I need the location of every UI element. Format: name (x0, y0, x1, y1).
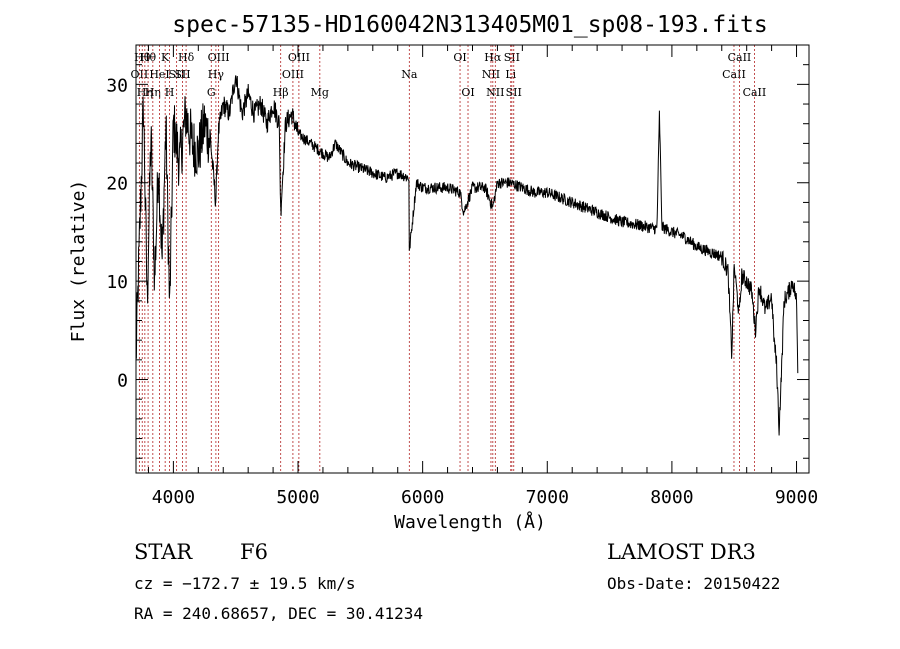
spectral-line-label: Hδ (178, 51, 195, 64)
survey-name: LAMOST DR3 (607, 540, 756, 564)
spectral-line-label: Hη (145, 86, 161, 99)
spectral-line-label: NII (486, 86, 504, 99)
spectral-line-label: Mg (311, 86, 329, 99)
redshift-value: cz = −172.7 ± 19.5 km/s (134, 574, 356, 593)
y-tick-label: 30 (106, 75, 128, 96)
spectral-line-label: K (161, 51, 170, 64)
y-tick-label: 20 (106, 174, 128, 195)
x-tick-label: 6000 (401, 487, 444, 508)
y-tick-label: 0 (117, 371, 128, 392)
spectral-line-label: Hβ (273, 86, 289, 99)
spectral-line-label: Hα (484, 51, 502, 64)
obs-date: Obs-Date: 20150422 (607, 574, 781, 593)
spectral-line-label: Hθ (140, 51, 157, 64)
spectral-line-label: Hγ (208, 68, 225, 81)
spectral-line-label: OIII (288, 51, 310, 64)
plot-frame (135, 44, 810, 474)
spectral-line-label: OI (461, 86, 474, 99)
spectral-line-label: Hθ (134, 51, 151, 64)
spectral-line-label: HeI (149, 68, 169, 81)
spectral-line-label: OII (131, 68, 149, 81)
spectral-line-label: CaII (728, 51, 752, 64)
x-tick-label: 5000 (276, 487, 319, 508)
x-tick-label: 7000 (526, 487, 569, 508)
spectral-line-label: CaII (722, 68, 746, 81)
spectrum-line (135, 75, 799, 436)
spectral-line-label: Li (505, 68, 516, 81)
spectral-line-label: OIII (282, 68, 304, 81)
plot-axes: 4000 5000 6000 7000 8000 9000 0 10 20 30 (106, 44, 818, 508)
x-tick-label: 9000 (775, 487, 818, 508)
object-type: STAR (134, 540, 193, 564)
spectral-line-label: SII (506, 86, 522, 99)
spectral-line-label: Na (401, 68, 418, 81)
spectral-line-label: CaII (743, 86, 767, 99)
spectral-line-label: SII (174, 68, 190, 81)
x-axis-label: Wavelength (Å) (394, 511, 546, 533)
coordinates: RA = 240.68657, DEC = 30.41234 (134, 604, 423, 623)
spectral-line-label: G (207, 86, 216, 99)
chart-title: spec-57135-HD160042N313405M01_sp08-193.f… (172, 12, 767, 38)
spectral-line-label: SII (504, 51, 520, 64)
spectral-subclass: F6 (240, 540, 268, 564)
x-tick-label: 4000 (152, 487, 195, 508)
spectral-line-label: SII (169, 68, 185, 81)
spectral-line-label: H (165, 86, 175, 99)
spectral-line-label: OIII (208, 51, 230, 64)
spectral-line-markers: OIIHθHηHθHηHeIKHSIISIIHδGHγOIIIHβOIIIOII… (131, 45, 767, 473)
x-tick-label: 8000 (650, 487, 693, 508)
y-tick-label: 10 (106, 272, 128, 293)
spectral-line-label: Hη (137, 86, 153, 99)
spectral-line-label: NII (482, 68, 500, 81)
y-axis-label: Flux (relative) (68, 180, 89, 343)
spectral-line-label: OI (453, 51, 466, 64)
